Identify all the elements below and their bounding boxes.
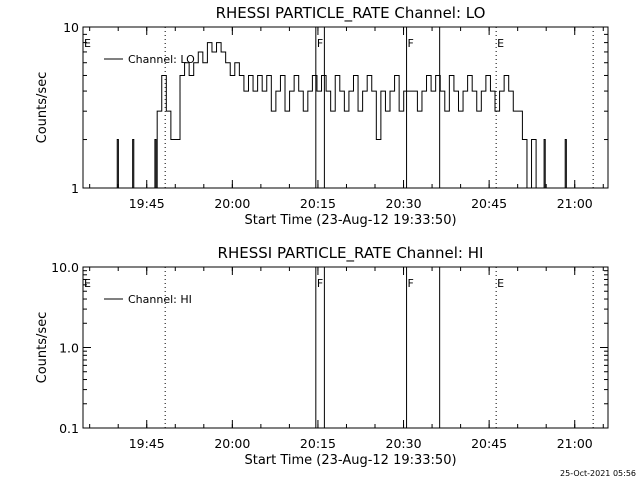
x-tick-label: 20:30	[386, 436, 422, 451]
y-axis-label: Counts/sec	[35, 312, 50, 384]
footer-timestamp: 25-Oct-2021 05:56	[560, 469, 636, 478]
y-tick-label: 1	[71, 181, 79, 196]
x-tick-label: 20:30	[386, 196, 422, 211]
event-marker: F	[317, 37, 323, 50]
y-tick-label: 0.1	[59, 421, 79, 436]
event-marker: F	[408, 277, 414, 290]
y-axis-label: Counts/sec	[35, 72, 50, 144]
y-tick-label: 1.0	[59, 341, 79, 356]
event-marker: E	[84, 37, 91, 50]
x-tick-label: 20:45	[471, 196, 507, 211]
x-tick-label: 21:00	[557, 196, 593, 211]
plot-frame	[82, 26, 609, 189]
x-tick-label: 20:45	[471, 436, 507, 451]
chart-title: RHESSI PARTICLE_RATE Channel: LO	[216, 4, 486, 23]
event-marker: E	[497, 37, 504, 50]
x-tick-label: 20:00	[214, 436, 250, 451]
x-tick-label: 20:15	[300, 196, 336, 211]
lo-channel-panel: RHESSI PARTICLE_RATE Channel: LO Counts/s…	[35, 4, 609, 228]
x-tick-label: 19:45	[129, 196, 165, 211]
x-tick-label: 21:00	[557, 436, 593, 451]
x-axis-label: Start Time (23-Aug-12 19:33:50)	[244, 213, 456, 228]
y-tick-label: 10	[63, 20, 79, 35]
x-tick-label: 19:45	[129, 436, 165, 451]
series-line	[116, 42, 567, 189]
x-tick-label: 20:15	[300, 436, 336, 451]
plot-frame	[82, 266, 609, 429]
event-marker: E	[84, 277, 91, 290]
event-marker: F	[317, 277, 323, 290]
event-marker: E	[497, 277, 504, 290]
chart-title: RHESSI PARTICLE_RATE Channel: HI	[218, 244, 484, 263]
event-marker: F	[408, 37, 414, 50]
x-tick-label: 20:00	[214, 196, 250, 211]
hi-channel-panel: RHESSI PARTICLE_RATE Channel: HI Counts/s…	[35, 244, 609, 468]
legend-label: Channel: HI	[128, 293, 192, 306]
x-axis-label: Start Time (23-Aug-12 19:33:50)	[244, 453, 456, 468]
legend-label: Channel: LO	[128, 53, 195, 66]
y-tick-label: 10.0	[51, 260, 79, 275]
